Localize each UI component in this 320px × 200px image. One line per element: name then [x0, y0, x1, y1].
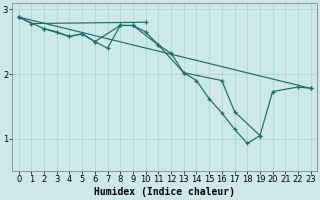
X-axis label: Humidex (Indice chaleur): Humidex (Indice chaleur): [94, 187, 235, 197]
